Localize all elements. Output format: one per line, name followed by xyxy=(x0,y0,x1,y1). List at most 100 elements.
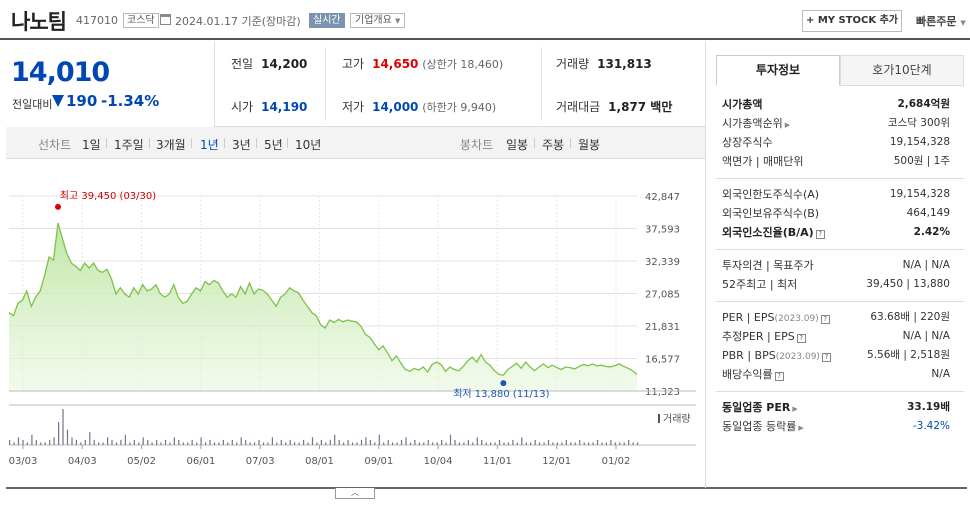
prev-close-value: 14,200 xyxy=(261,57,308,71)
separator xyxy=(191,138,192,148)
x-tick-label: 07/03 xyxy=(246,456,275,467)
tab-1y[interactable]: 1년 xyxy=(200,138,219,152)
tab-order-book[interactable]: 호가10단계 xyxy=(840,55,964,86)
tab-5y[interactable]: 5년 xyxy=(264,138,283,152)
volume-bar xyxy=(472,442,474,445)
quick-order-button[interactable]: 빠른주문 ▼ xyxy=(916,13,966,29)
volume-bar xyxy=(124,434,126,445)
expand-chart-button[interactable]: ︿ xyxy=(335,488,375,499)
volume-bar xyxy=(427,439,429,445)
volume-bar xyxy=(307,442,309,445)
separator xyxy=(287,138,288,148)
volume-bar xyxy=(552,442,554,445)
separator xyxy=(149,138,150,148)
opinion-value: N/A | N/A xyxy=(902,259,950,271)
tab-3m[interactable]: 3개월 xyxy=(156,138,186,152)
volume-bar xyxy=(294,442,296,445)
dividend-row: 배당수익률? N/A xyxy=(722,366,950,383)
volume-bar xyxy=(240,437,242,445)
volume-bar xyxy=(574,442,576,445)
volume-bar xyxy=(596,439,599,445)
volume-bar xyxy=(138,442,140,445)
tab-monthly[interactable]: 월봉 xyxy=(578,138,601,152)
opinion-label: 투자의견 | 목표주가 xyxy=(722,259,814,272)
volume-bar xyxy=(249,442,251,445)
y-tick-label: 42,847 xyxy=(645,192,680,203)
foreign-hold-label: 외국인보유주식수(B) xyxy=(722,207,820,220)
volume-bar xyxy=(516,442,518,445)
volume-bar xyxy=(383,442,385,445)
volume-bar xyxy=(530,442,532,445)
volume-bar xyxy=(539,442,541,445)
volume-bar xyxy=(605,442,607,445)
tab-10y[interactable]: 10년 xyxy=(295,138,322,152)
volume-bar xyxy=(334,434,336,445)
volume-bar xyxy=(320,439,322,445)
pbr-date: (2023.09) xyxy=(775,352,820,362)
company-overview-button[interactable]: 기업개요 ▼ xyxy=(350,13,406,28)
help-icon[interactable]: ? xyxy=(815,230,825,239)
market-cap-rank-label: 시가총액순위 xyxy=(722,117,783,130)
price-change: 190 xyxy=(66,92,98,110)
volume-bar xyxy=(196,442,198,445)
tab-weekly[interactable]: 주봉 xyxy=(542,138,565,152)
help-icon[interactable]: ? xyxy=(821,353,831,362)
market-cap-row: 시가총액 2,684억원 xyxy=(722,96,950,113)
volume-bar xyxy=(592,442,594,445)
help-icon[interactable]: ? xyxy=(820,315,830,324)
high-annotation: 최고 39,450 (03/30) xyxy=(60,190,156,202)
volume-bar xyxy=(13,442,15,445)
per-date: (2023.09) xyxy=(774,314,819,324)
y-tick-label: 21,831 xyxy=(645,322,680,333)
volume-bar xyxy=(182,442,184,445)
industry-per-value: 33.19배 xyxy=(907,401,950,413)
chevron-right-icon: ▶ xyxy=(792,405,798,413)
volume-bar xyxy=(467,439,469,445)
volume-bar xyxy=(147,439,149,445)
volume-bar xyxy=(583,442,585,445)
candle-chart-label: 봉차트 xyxy=(460,138,494,152)
open-price: 시가 14,190 xyxy=(231,98,307,115)
divider xyxy=(716,178,964,179)
shares-label: 상장주식수 xyxy=(722,136,773,149)
add-my-stock-button[interactable]: + MY STOCK 추가 xyxy=(802,10,902,32)
volume-bar xyxy=(187,442,189,445)
help-icon[interactable]: ? xyxy=(774,372,784,381)
volume-bar xyxy=(481,439,483,445)
low-label: 저가 xyxy=(342,100,365,114)
volume-bar xyxy=(387,439,389,445)
price-chart[interactable]: 42,847 37,593 32,339 27,085 21,831 16,577 11,3… xyxy=(6,159,705,494)
week52-label: 52주최고 | 최저 xyxy=(722,278,798,291)
x-tick-label: 10/04 xyxy=(424,456,453,467)
industry-rate-row[interactable]: 동일업종 등락률 ▶ -3.42% xyxy=(722,418,950,435)
volume-bar xyxy=(17,437,20,445)
x-tick-label: 08/01 xyxy=(305,456,334,467)
chevron-down-icon: ▼ xyxy=(960,19,966,27)
tab-3y[interactable]: 3년 xyxy=(232,138,251,152)
tab-1w[interactable]: 1주일 xyxy=(114,138,144,152)
volume-bar xyxy=(298,442,300,445)
market-cap-rank-row[interactable]: 시가총액순위 ▶ 코스닥 300위 xyxy=(722,115,950,132)
volume-bar xyxy=(543,442,545,445)
low-marker xyxy=(500,380,507,387)
volume-bar xyxy=(271,437,273,445)
volume-bar xyxy=(498,439,501,445)
volume-bar xyxy=(507,442,509,445)
open-value: 14,190 xyxy=(261,100,308,114)
help-icon[interactable]: ? xyxy=(796,334,806,343)
x-tick-label: 12/01 xyxy=(542,456,571,467)
volume-bar xyxy=(262,442,265,445)
tab-1d[interactable]: 1일 xyxy=(82,138,101,152)
separator xyxy=(570,138,571,148)
industry-per-row[interactable]: 동일업종 PER ▶ 33.19배 xyxy=(722,399,950,416)
volume-bar xyxy=(561,442,563,445)
volume-bar xyxy=(556,442,558,445)
realtime-badge[interactable]: 실시간 xyxy=(309,13,345,28)
divider xyxy=(541,47,542,121)
amount-value: 1,877 백만 xyxy=(608,100,673,114)
per-label: PER | EPS xyxy=(722,311,775,324)
tab-daily[interactable]: 일봉 xyxy=(506,138,529,152)
volume-bar xyxy=(80,442,82,445)
tab-investment-info[interactable]: 투자정보 xyxy=(716,55,840,86)
volume-bar xyxy=(209,439,211,445)
